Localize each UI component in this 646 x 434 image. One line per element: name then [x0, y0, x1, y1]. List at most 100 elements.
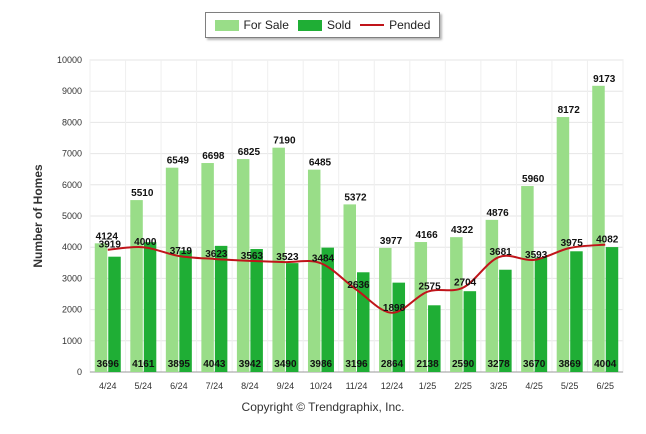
- for-sale-value-label: 7190: [273, 136, 296, 147]
- bar-sold: [321, 247, 334, 372]
- legend-label-sold: Sold: [326, 18, 351, 32]
- for-sale-value-label: 6825: [238, 147, 261, 158]
- bar-sold: [143, 242, 157, 372]
- y-tick-label: 5000: [62, 211, 82, 221]
- sold-value-label: 2590: [452, 359, 475, 370]
- pended-value-label: 2636: [347, 280, 370, 291]
- sold-value-label: 3942: [239, 359, 262, 370]
- for-sale-value-label: 9173: [593, 74, 616, 85]
- x-tick-label: 8/24: [241, 381, 259, 391]
- bar-sold: [250, 249, 263, 372]
- y-axis-title: Number of Homes: [31, 164, 45, 268]
- legend-item-pended[interactable]: Pended: [360, 18, 430, 32]
- bar-for-sale: [236, 159, 250, 372]
- y-tick-label: 9000: [62, 86, 82, 96]
- sold-value-label: 2864: [381, 359, 404, 370]
- for-sale-value-label: 6698: [202, 151, 225, 162]
- bar-for-sale: [450, 237, 463, 372]
- for-sale-value-label: 5372: [344, 192, 367, 203]
- for-sale-value-label: 5510: [131, 188, 154, 199]
- for-sale-value-label: 4876: [487, 208, 510, 219]
- bar-sold: [285, 263, 299, 372]
- for-sale-swatch: [214, 19, 239, 31]
- bar-sold: [179, 250, 192, 372]
- pended-value-label: 4082: [596, 235, 619, 246]
- sold-value-label: 3696: [97, 359, 120, 370]
- x-tick-label: 4/24: [99, 381, 117, 391]
- pended-value-label: 2704: [454, 278, 477, 289]
- x-tick-label: 7/24: [206, 381, 224, 391]
- bar-for-sale: [272, 147, 285, 372]
- bar-sold: [108, 256, 121, 372]
- pended-value-label: 3593: [525, 250, 548, 261]
- bar-for-sale: [379, 247, 392, 372]
- x-tick-label: 9/24: [277, 381, 295, 391]
- legend: For Sale Sold Pended: [205, 12, 440, 38]
- sold-value-label: 3278: [488, 359, 511, 370]
- sold-value-label: 4043: [203, 359, 226, 370]
- x-tick-label: 3/25: [490, 381, 508, 391]
- sold-value-label: 3196: [345, 359, 368, 370]
- sold-value-label: 3986: [310, 359, 333, 370]
- legend-label-pended: Pended: [389, 18, 431, 32]
- x-tick-label: 10/24: [310, 381, 333, 391]
- copyright-text: Copyright © Trendgraphix, Inc.: [241, 400, 405, 414]
- pended-value-label: 3484: [312, 253, 335, 264]
- bar-sold: [534, 257, 548, 372]
- sold-value-label: 3869: [559, 359, 582, 370]
- for-sale-value-label: 8172: [558, 105, 581, 116]
- bar-sold: [214, 245, 228, 372]
- bar-for-sale: [307, 169, 321, 372]
- pended-swatch: [360, 24, 385, 26]
- pended-value-label: 3681: [490, 247, 513, 258]
- sold-value-label: 4004: [594, 359, 617, 370]
- pended-value-label: 2575: [418, 282, 441, 293]
- legend-item-sold[interactable]: Sold: [297, 18, 351, 32]
- pended-value-label: 1898: [383, 303, 406, 314]
- y-tick-label: 1000: [62, 336, 82, 346]
- for-sale-value-label: 4166: [415, 230, 438, 241]
- pended-value-label: 3919: [99, 240, 122, 251]
- bar-for-sale: [521, 186, 534, 372]
- x-tick-label: 4/25: [525, 381, 543, 391]
- x-tick-label: 1/25: [419, 381, 437, 391]
- pended-value-label: 4000: [134, 237, 157, 248]
- for-sale-value-label: 6485: [309, 158, 332, 169]
- pended-value-label: 3523: [276, 252, 299, 263]
- bar-for-sale: [201, 163, 214, 372]
- sold-swatch: [297, 19, 322, 31]
- bar-sold: [499, 269, 512, 372]
- sold-value-label: 3895: [168, 359, 191, 370]
- bar-for-sale: [592, 85, 605, 372]
- for-sale-value-label: 5960: [522, 174, 545, 185]
- pended-value-label: 3563: [241, 251, 264, 262]
- x-tick-label: 12/24: [381, 381, 404, 391]
- y-tick-label: 7000: [62, 149, 82, 159]
- y-tick-label: 4000: [62, 242, 82, 252]
- pended-line: [107, 243, 606, 314]
- pended-value-label: 3975: [561, 238, 584, 249]
- y-tick-label: 8000: [62, 117, 82, 127]
- x-tick-label: 6/24: [170, 381, 188, 391]
- sold-value-label: 2138: [416, 359, 439, 370]
- pended-value-label: 3719: [170, 246, 193, 257]
- x-tick-label: 5/24: [135, 381, 153, 391]
- y-tick-label: 3000: [62, 273, 82, 283]
- y-tick-label: 6000: [62, 180, 82, 190]
- for-sale-value-label: 3977: [380, 236, 403, 247]
- bar-for-sale: [556, 117, 570, 372]
- x-tick-label: 5/25: [561, 381, 579, 391]
- for-sale-value-label: 6549: [167, 156, 190, 167]
- legend-item-for-sale[interactable]: For Sale: [214, 18, 289, 32]
- bar-sold: [463, 291, 477, 372]
- for-sale-value-label: 4322: [451, 225, 474, 236]
- sold-value-label: 3670: [523, 359, 546, 370]
- bar-for-sale: [485, 219, 499, 372]
- bar-sold: [570, 251, 583, 372]
- y-tick-label: 10000: [57, 55, 82, 65]
- y-tick-label: 0: [77, 367, 82, 377]
- bar-for-sale: [414, 242, 428, 372]
- y-tick-label: 2000: [62, 305, 82, 315]
- bar-sold: [605, 247, 619, 372]
